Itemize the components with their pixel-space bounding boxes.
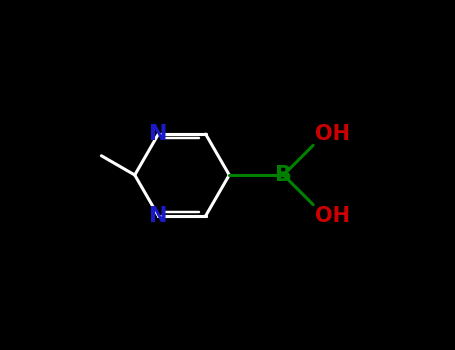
Text: OH: OH: [315, 124, 350, 144]
Text: B: B: [275, 165, 292, 185]
Text: N: N: [149, 206, 167, 226]
Text: OH: OH: [315, 206, 350, 226]
Text: N: N: [149, 124, 167, 144]
